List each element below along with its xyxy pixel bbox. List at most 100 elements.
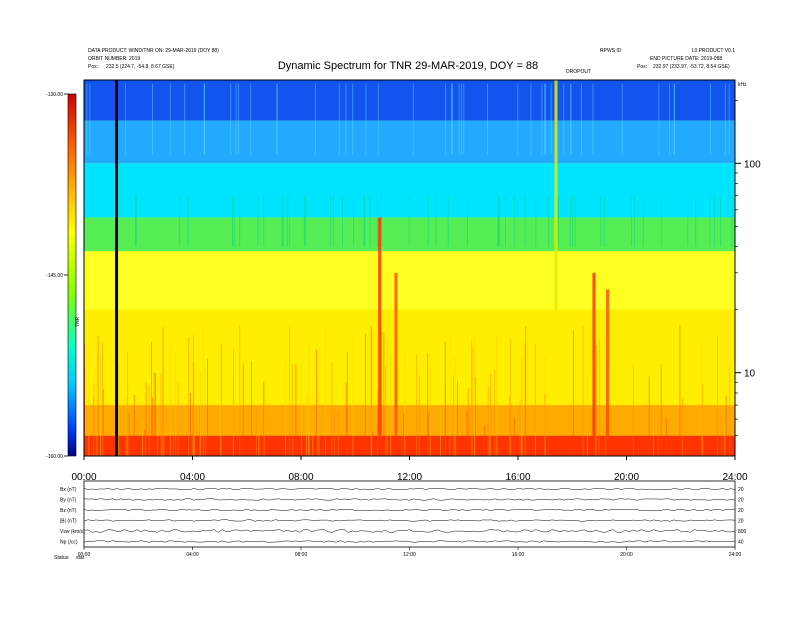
texture-streak [276, 83, 278, 155]
housekeeping-right-label: 20 [738, 508, 744, 514]
texture-streak [204, 83, 206, 155]
texture-streak [429, 365, 431, 456]
texture-streak [550, 83, 552, 155]
texture-streak [306, 393, 307, 456]
texture-streak [257, 195, 259, 247]
colorbar-ticks: -130.00 -145.00 -160.00 [46, 92, 68, 460]
texture-streak [541, 83, 543, 155]
texture-streak [175, 350, 177, 456]
texture-streak [369, 195, 371, 247]
colorbar-label: TNR [75, 316, 81, 327]
texture-streak [135, 195, 137, 247]
texture-streak [263, 381, 265, 456]
texture-streak [142, 419, 143, 456]
texture-streak [592, 83, 594, 155]
texture-streak [238, 83, 239, 155]
texture-streak [466, 411, 468, 456]
texture-streak [127, 351, 129, 456]
texture-streak [334, 409, 335, 456]
texture-streak [505, 195, 506, 247]
burst-2 [554, 80, 558, 310]
texture-streak [558, 195, 560, 247]
texture-streak [582, 326, 584, 456]
texture-streak [172, 435, 174, 456]
texture-streak [370, 407, 372, 456]
texture-streak [177, 382, 179, 456]
texture-streak [372, 432, 374, 456]
texture-streak [679, 325, 681, 456]
frequency-band-5 [84, 309, 735, 406]
header-left-pos-value: 232.5 (224.7, -54.8, 8.67 GSE) [106, 64, 175, 70]
texture-streak [193, 363, 194, 456]
texture-streak [435, 195, 437, 247]
texture-streak [386, 339, 388, 456]
texture-streak [666, 418, 667, 456]
texture-streak [371, 331, 373, 456]
housekeeping-rows: Bx (nT) 20 By (nT) 20 Bz (nT) 20 |B| (nT) 20 Vsw… [60, 487, 747, 546]
texture-streak [301, 358, 302, 456]
texture-streak [709, 195, 711, 247]
texture-streak [305, 195, 307, 247]
texture-streak [377, 83, 379, 155]
texture-streak [385, 365, 387, 456]
texture-streak [282, 195, 284, 247]
header-left-pos-label: Pos: [88, 64, 98, 70]
texture-streak [221, 344, 222, 456]
texture-streak [702, 384, 704, 456]
chart-title: Dynamic Spectrum for TNR 29-MAR-2019, DO… [278, 60, 538, 72]
texture-streak [521, 342, 523, 456]
texture-streak [403, 413, 405, 456]
texture-streak [233, 195, 235, 247]
texture-streak [725, 395, 727, 456]
texture-streak [337, 411, 339, 456]
texture-streak [447, 195, 449, 247]
texture-streak [519, 399, 521, 456]
texture-streak [187, 195, 189, 247]
texture-streak [563, 83, 565, 155]
texture-streak [316, 375, 318, 456]
texture-streak [144, 429, 146, 456]
texture-streak [239, 325, 241, 456]
texture-streak [490, 374, 492, 456]
texture-streak [717, 336, 718, 456]
texture-streak [338, 83, 340, 155]
texture-streak [418, 375, 420, 456]
texture-streak [370, 326, 372, 456]
texture-streak [117, 367, 119, 456]
texture-streak [281, 195, 283, 247]
event-label: DROPOUT [566, 69, 591, 75]
texture-streak [256, 407, 257, 456]
texture-streak [329, 195, 331, 247]
housekeeping-right-label: 20 [738, 519, 744, 525]
texture-streak [544, 393, 546, 456]
data-gap-line [115, 80, 119, 456]
texture-streak [286, 195, 288, 247]
housekeeping-x-tick-label: 04:00 [186, 552, 199, 558]
texture-streak [308, 393, 310, 456]
texture-streak [724, 83, 726, 155]
texture-streak [474, 377, 476, 456]
texture-streak [714, 195, 716, 247]
texture-streak [408, 195, 410, 247]
housekeeping-label: Np (/cc) [60, 540, 78, 546]
x-tick-label: 24:00 [722, 472, 747, 483]
housekeeping-trace [83, 508, 736, 512]
texture-streak [219, 345, 221, 456]
housekeeping-frame [83, 480, 736, 548]
texture-streak [574, 195, 576, 247]
texture-streak [157, 415, 159, 456]
texture-streak [232, 195, 233, 247]
texture-streak [471, 347, 473, 456]
header-right-line2: L0 PRODUCT V0.1 [692, 48, 735, 54]
y-unit-label: kHz [738, 82, 747, 88]
housekeeping-x-tick-label: 12:00 [403, 552, 416, 558]
texture-streak [731, 195, 733, 247]
texture-streak [454, 406, 456, 456]
texture-streak [153, 372, 155, 456]
texture-streak [445, 83, 447, 155]
texture-streak [489, 394, 491, 456]
texture-streak [163, 424, 165, 456]
header-right-line1: RPWS ID [600, 48, 622, 54]
texture-streak [364, 333, 366, 456]
